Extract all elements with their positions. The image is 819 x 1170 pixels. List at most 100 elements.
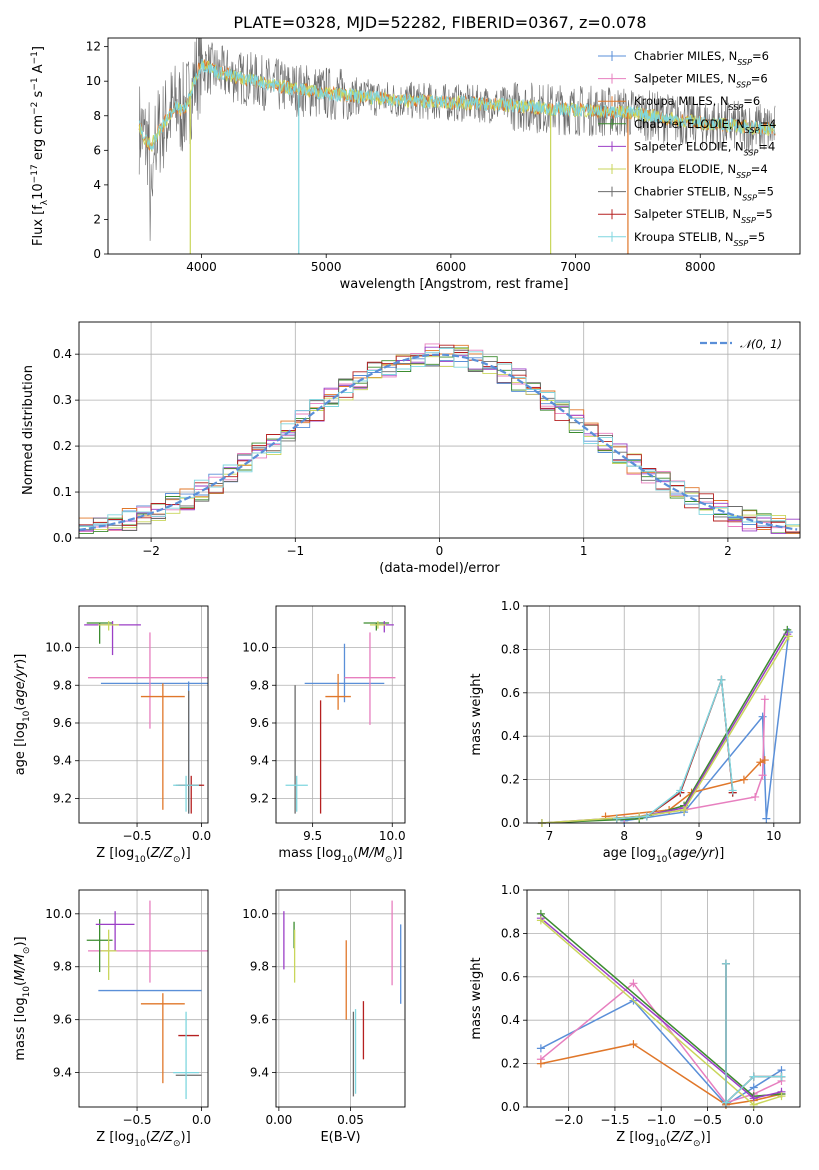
spectrum-x-label: wavelength [Angstrom, rest frame] bbox=[340, 277, 569, 292]
y-tick-label: 4 bbox=[93, 178, 101, 192]
y-tick-label: 9.6 bbox=[250, 716, 269, 730]
y-tick-label: 9.2 bbox=[250, 791, 269, 805]
weight-marker-kroupa_miles bbox=[760, 756, 769, 765]
x-tick-label: 4000 bbox=[186, 260, 217, 274]
y-tick-label: 12 bbox=[86, 40, 101, 54]
legend-sub: SSP bbox=[744, 148, 759, 157]
legend-tail: =5 bbox=[756, 207, 773, 221]
label-part: ( bbox=[146, 1130, 151, 1145]
weight-marker-kroupa_miles bbox=[739, 775, 748, 784]
weight-marker-salpeter_miles bbox=[629, 979, 638, 988]
label-part: Z/Z bbox=[670, 1130, 694, 1145]
x-tick-label: −2.0 bbox=[554, 1113, 583, 1127]
weight-marker-kroupa_stelib bbox=[777, 1072, 786, 1081]
label-part: s bbox=[31, 90, 46, 101]
legend-sub: SSP bbox=[736, 80, 751, 89]
label-part: E(B-V) bbox=[320, 1130, 360, 1145]
y-tick-label: 0.8 bbox=[501, 926, 520, 940]
label-part: λ bbox=[40, 199, 50, 205]
x-tick-label: 5000 bbox=[311, 260, 342, 274]
legend-label-kroupa_miles: Kroupa MILES, NSSP=6 bbox=[634, 94, 760, 112]
weight-marker-kroupa_miles bbox=[629, 1040, 638, 1049]
label-part: 10 bbox=[134, 1139, 146, 1149]
x-tick-label: 7 bbox=[546, 829, 554, 843]
axes-mass_vs_Z: −0.5 0.0 9.4 9.6 9.8 10.0 bbox=[45, 890, 211, 1127]
axes-spectrum: 4000 5000 6000 7000 8000 0 2 4 6 8 10 12 bbox=[86, 40, 716, 274]
weight-line-salpeter_elodie bbox=[541, 633, 788, 823]
label-part: M/M bbox=[358, 846, 385, 861]
label-part: −1 bbox=[30, 77, 40, 90]
label-part: 10 bbox=[22, 710, 32, 722]
y-tick-label: 0.3 bbox=[53, 393, 72, 407]
y-tick-label: 9.4 bbox=[53, 1066, 72, 1080]
label-part: log bbox=[636, 846, 656, 861]
residuals-y-label: Normed distribution bbox=[21, 365, 36, 495]
histogram-step-kroupa_stelib bbox=[79, 347, 800, 527]
weight-line-chabrier_stelib bbox=[616, 679, 734, 820]
x-tick-label: 1 bbox=[580, 544, 588, 558]
axes-frame-mass_vs_Z bbox=[78, 889, 209, 1108]
legend-tail: =4 bbox=[760, 117, 777, 131]
y-tick-label: 9.4 bbox=[53, 754, 72, 768]
label-part: mass [ bbox=[13, 1017, 28, 1060]
label-part: age/yr bbox=[672, 846, 715, 861]
y-tick-label: 9.6 bbox=[53, 716, 72, 730]
legend-text: Kroupa ELODIE, N bbox=[634, 162, 736, 176]
x-tick-label: 8 bbox=[620, 829, 628, 843]
x-tick-label: −1 bbox=[286, 544, 304, 558]
axes-mass_vs_EBV: 0.00 0.05 9.4 9.6 9.8 10.0 bbox=[242, 890, 405, 1127]
legend-text: Kroupa STELIB, N bbox=[634, 230, 734, 244]
legend-label-kroupa_stelib: Kroupa STELIB, NSSP=5 bbox=[634, 230, 765, 248]
weight-marker-kroupa_stelib bbox=[728, 786, 737, 795]
x-tick-label: −0.5 bbox=[693, 1113, 722, 1127]
y-tick-label: 9.4 bbox=[250, 1066, 269, 1080]
x-tick-label: 0.0 bbox=[744, 1113, 763, 1127]
x-tick-label: 0.0 bbox=[192, 829, 211, 843]
label-part: 10 bbox=[654, 1139, 666, 1149]
x-tick-label: 0.0 bbox=[192, 1113, 211, 1127]
legend-label-salpeter_stelib: Salpeter STELIB, NSSP=5 bbox=[634, 207, 773, 225]
x-tick-label: 9.5 bbox=[303, 829, 322, 843]
legend-sub: SSP bbox=[734, 238, 749, 247]
axes-frame-massweight_vs_age bbox=[526, 605, 801, 824]
weight-marker-kroupa_miles bbox=[536, 1059, 545, 1068]
label-part: log bbox=[114, 846, 134, 861]
y-tick-label: 0.2 bbox=[53, 439, 72, 453]
weight-marker-chabrier_miles bbox=[536, 1044, 545, 1053]
label-part: ( bbox=[666, 1130, 671, 1145]
label-part: log bbox=[13, 722, 28, 742]
legend-tail: =6 bbox=[743, 94, 760, 108]
y-tick-label: 0.2 bbox=[501, 773, 520, 787]
label-part: ⊙ bbox=[173, 855, 181, 865]
age_vs_Z-y-label: age [log10(age/yr)] bbox=[13, 654, 32, 776]
y-tick-label: 0.1 bbox=[53, 485, 72, 499]
label-part: mass [ bbox=[278, 846, 321, 861]
label-part: erg cm bbox=[31, 115, 46, 164]
label-part: 10 bbox=[134, 855, 146, 865]
legend-tail: =4 bbox=[751, 162, 768, 176]
weight-line-kroupa_stelib bbox=[725, 963, 782, 1105]
age_vs_Z-x-label: Z [log10(Z/Z⊙)] bbox=[96, 846, 190, 865]
label-part: )] bbox=[701, 1130, 711, 1145]
label-part: Z [ bbox=[616, 1130, 634, 1145]
mass_vs_Z-x-label: Z [log10(Z/Z⊙)] bbox=[96, 1130, 190, 1149]
y-tick-label: 0.0 bbox=[501, 816, 520, 830]
label-part: )] bbox=[181, 846, 191, 861]
weight-marker-salpeter_elodie bbox=[783, 630, 792, 639]
legend-label-chabrier_stelib: Chabrier STELIB, NSSP=5 bbox=[634, 185, 774, 203]
spectrum-y-label: Flux [fλ10−17 erg cm−2 s−1 A−1] bbox=[30, 46, 50, 246]
weight-marker-kroupa_stelib bbox=[717, 675, 726, 684]
x-tick-label: 10.0 bbox=[379, 829, 406, 843]
observed-spectrum-line bbox=[138, 38, 776, 241]
legend-tail: =5 bbox=[748, 230, 765, 244]
model-spectrum-line-kroupa_stelib bbox=[138, 58, 776, 151]
axes-massweight_vs_age: 7 8 9 10 0.0 0.2 0.4 0.6 0.8 1.0 bbox=[501, 599, 800, 843]
y-tick-label: 10 bbox=[86, 74, 101, 88]
label-part: age/yr bbox=[13, 662, 28, 705]
x-tick-label: 7000 bbox=[560, 260, 591, 274]
label-part: 10 bbox=[656, 855, 668, 865]
axes-age_vs_Z: −0.5 0.0 9.2 9.4 9.6 9.8 10.0 bbox=[45, 606, 211, 843]
y-tick-label: 10.0 bbox=[242, 907, 269, 921]
label-part: ⊙ bbox=[385, 855, 393, 865]
massweight_vs_Z-y-label: mass weight bbox=[469, 957, 484, 1039]
